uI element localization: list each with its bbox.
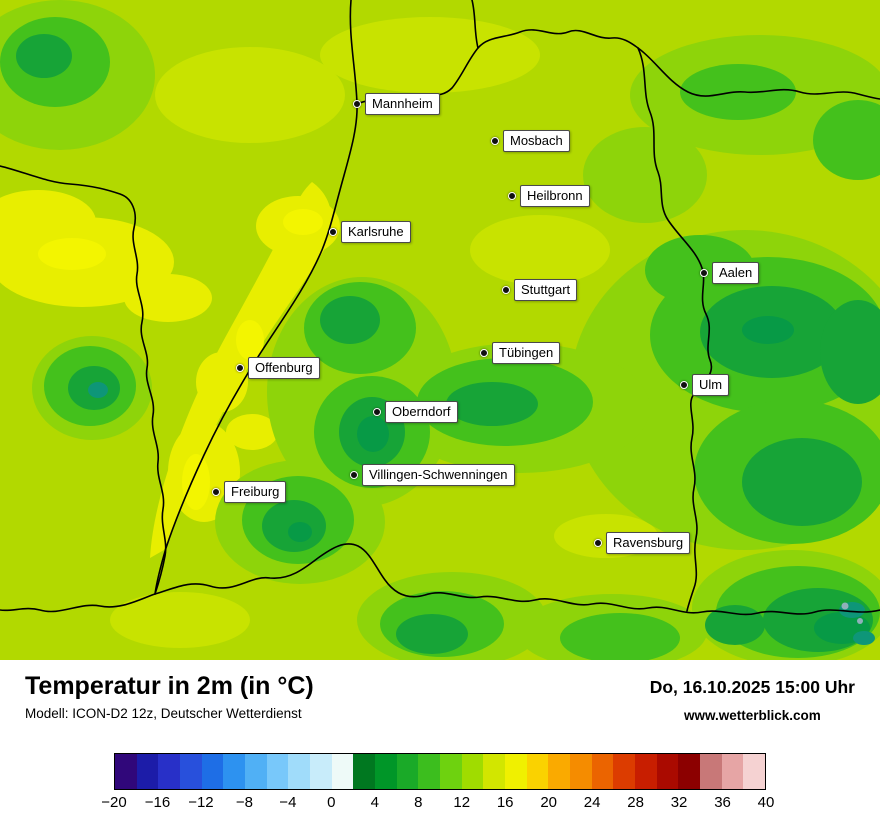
info-right: Do, 16.10.2025 15:00 Uhr www.wetterblick…	[650, 672, 855, 723]
legend-cell	[591, 754, 614, 789]
legend-cell	[158, 754, 181, 789]
southwest-border	[0, 593, 156, 613]
legend-tick-label: 28	[627, 794, 644, 811]
northeast-border	[637, 47, 880, 100]
french-border	[0, 165, 167, 595]
city-label: Aalen	[712, 262, 760, 284]
legend-cell	[201, 754, 224, 789]
legend-tick-label: 0	[327, 794, 336, 811]
north-border-spur	[471, 0, 479, 49]
city-dot-icon	[594, 539, 602, 547]
temperature-map-graphic	[0, 0, 880, 660]
city-dot-icon	[480, 349, 488, 357]
legend-tick-label: 12	[453, 794, 471, 811]
temperature-legend: −20 −16 −12 −8 −4 0 4 8 12 16 20 24 28 32 36 40	[101, 753, 774, 814]
legend-cell	[115, 754, 137, 789]
legend-cell	[223, 754, 246, 789]
city-label: Ulm	[692, 374, 730, 396]
legend-tick-label: 32	[670, 794, 688, 811]
legend-tick-label: −16	[144, 794, 171, 811]
city-dot-icon	[329, 228, 337, 236]
legend-cell	[396, 754, 419, 789]
city-dot-icon	[502, 286, 510, 294]
city-dot-icon	[212, 488, 220, 496]
city-label: Stuttgart	[514, 279, 578, 301]
temperature-field	[0, 0, 880, 660]
legend-cell	[461, 754, 484, 789]
city-label: Oberndorf	[385, 401, 458, 423]
city-dot-icon	[236, 364, 244, 372]
legend-tick-label: 16	[496, 794, 514, 811]
legend-tick-label: −4	[279, 794, 297, 811]
city-marker-layer: Mannheim Mosbach Heilbronn Karlsruhe Aalen St…	[212, 93, 760, 554]
legend-cell	[180, 754, 202, 789]
legend-tick-label: 8	[414, 794, 423, 811]
legend-cell	[331, 754, 354, 789]
legend-cell	[353, 754, 376, 789]
legend-tick-label: −8	[235, 794, 253, 811]
city-label: Villingen-Schwenningen	[362, 464, 515, 486]
legend-cell	[743, 754, 766, 789]
info-strip: Temperatur in 2m (in °C) Modell: ICON-D2…	[0, 660, 880, 723]
city-dot-icon	[508, 192, 516, 200]
legend-cell	[440, 754, 462, 789]
valid-time: Do, 16.10.2025 15:00 Uhr	[649, 677, 855, 697]
legend-tick-label: 24	[583, 794, 601, 811]
legend-tick-label: 20	[540, 794, 557, 811]
legend-cell	[245, 754, 267, 789]
legend-tick-label: 36	[714, 794, 731, 811]
legend-tick-label: 40	[757, 794, 775, 811]
swiss-border	[154, 543, 880, 616]
city-dot-icon	[680, 381, 688, 389]
legend-cell	[526, 754, 549, 789]
legend-cell	[678, 754, 701, 789]
city-label: Freiburg	[224, 481, 287, 503]
city-label: Tübingen	[492, 342, 561, 364]
legend-cell	[136, 754, 159, 789]
city-label: Mannheim	[365, 93, 440, 115]
legend-tick-label: −20	[101, 794, 127, 811]
legend-cell	[635, 754, 657, 789]
page-title: Temperatur in 2m (in °C)	[25, 672, 314, 700]
legend-cell	[310, 754, 332, 789]
city-dot-icon	[700, 269, 708, 277]
legend-tick-label: 4	[370, 794, 379, 811]
weather-map: Mannheim Mosbach Heilbronn Karlsruhe Aalen St…	[0, 0, 880, 660]
legend-cell	[483, 754, 506, 789]
website-url: www.wetterblick.com	[683, 708, 821, 723]
bavarian-border	[637, 47, 713, 612]
legend-color-bar	[114, 753, 766, 790]
city-label: Heilbronn	[520, 185, 590, 207]
legend-cell	[613, 754, 636, 789]
city-label: Ravensburg	[606, 532, 691, 554]
legend-cell	[288, 754, 311, 789]
city-dot-icon	[353, 100, 361, 108]
legend-tick-labels: −20 −16 −12 −8 −4 0 4 8 12 16 20 24 28 32 36 40	[101, 794, 774, 814]
legend-cell	[721, 754, 744, 789]
legend-cell	[375, 754, 397, 789]
legend-cell	[570, 754, 592, 789]
legend-tick-label: −12	[188, 794, 214, 811]
city-dot-icon	[491, 137, 499, 145]
legend-cell	[266, 754, 289, 789]
legend-cell	[656, 754, 679, 789]
legend-cell	[700, 754, 722, 789]
city-dot-icon	[350, 471, 358, 479]
city-dot-icon	[373, 408, 381, 416]
city-label: Offenburg	[248, 357, 320, 379]
model-info: Modell: ICON-D2 12z, Deutscher Wetterdie…	[25, 706, 302, 721]
legend-cell	[548, 754, 571, 789]
city-label: Mosbach	[503, 130, 570, 152]
info-left: Temperatur in 2m (in °C) Modell: ICON-D2…	[25, 672, 314, 722]
legend-cell	[418, 754, 441, 789]
city-label: Karlsruhe	[341, 221, 411, 243]
legend-cell	[505, 754, 527, 789]
